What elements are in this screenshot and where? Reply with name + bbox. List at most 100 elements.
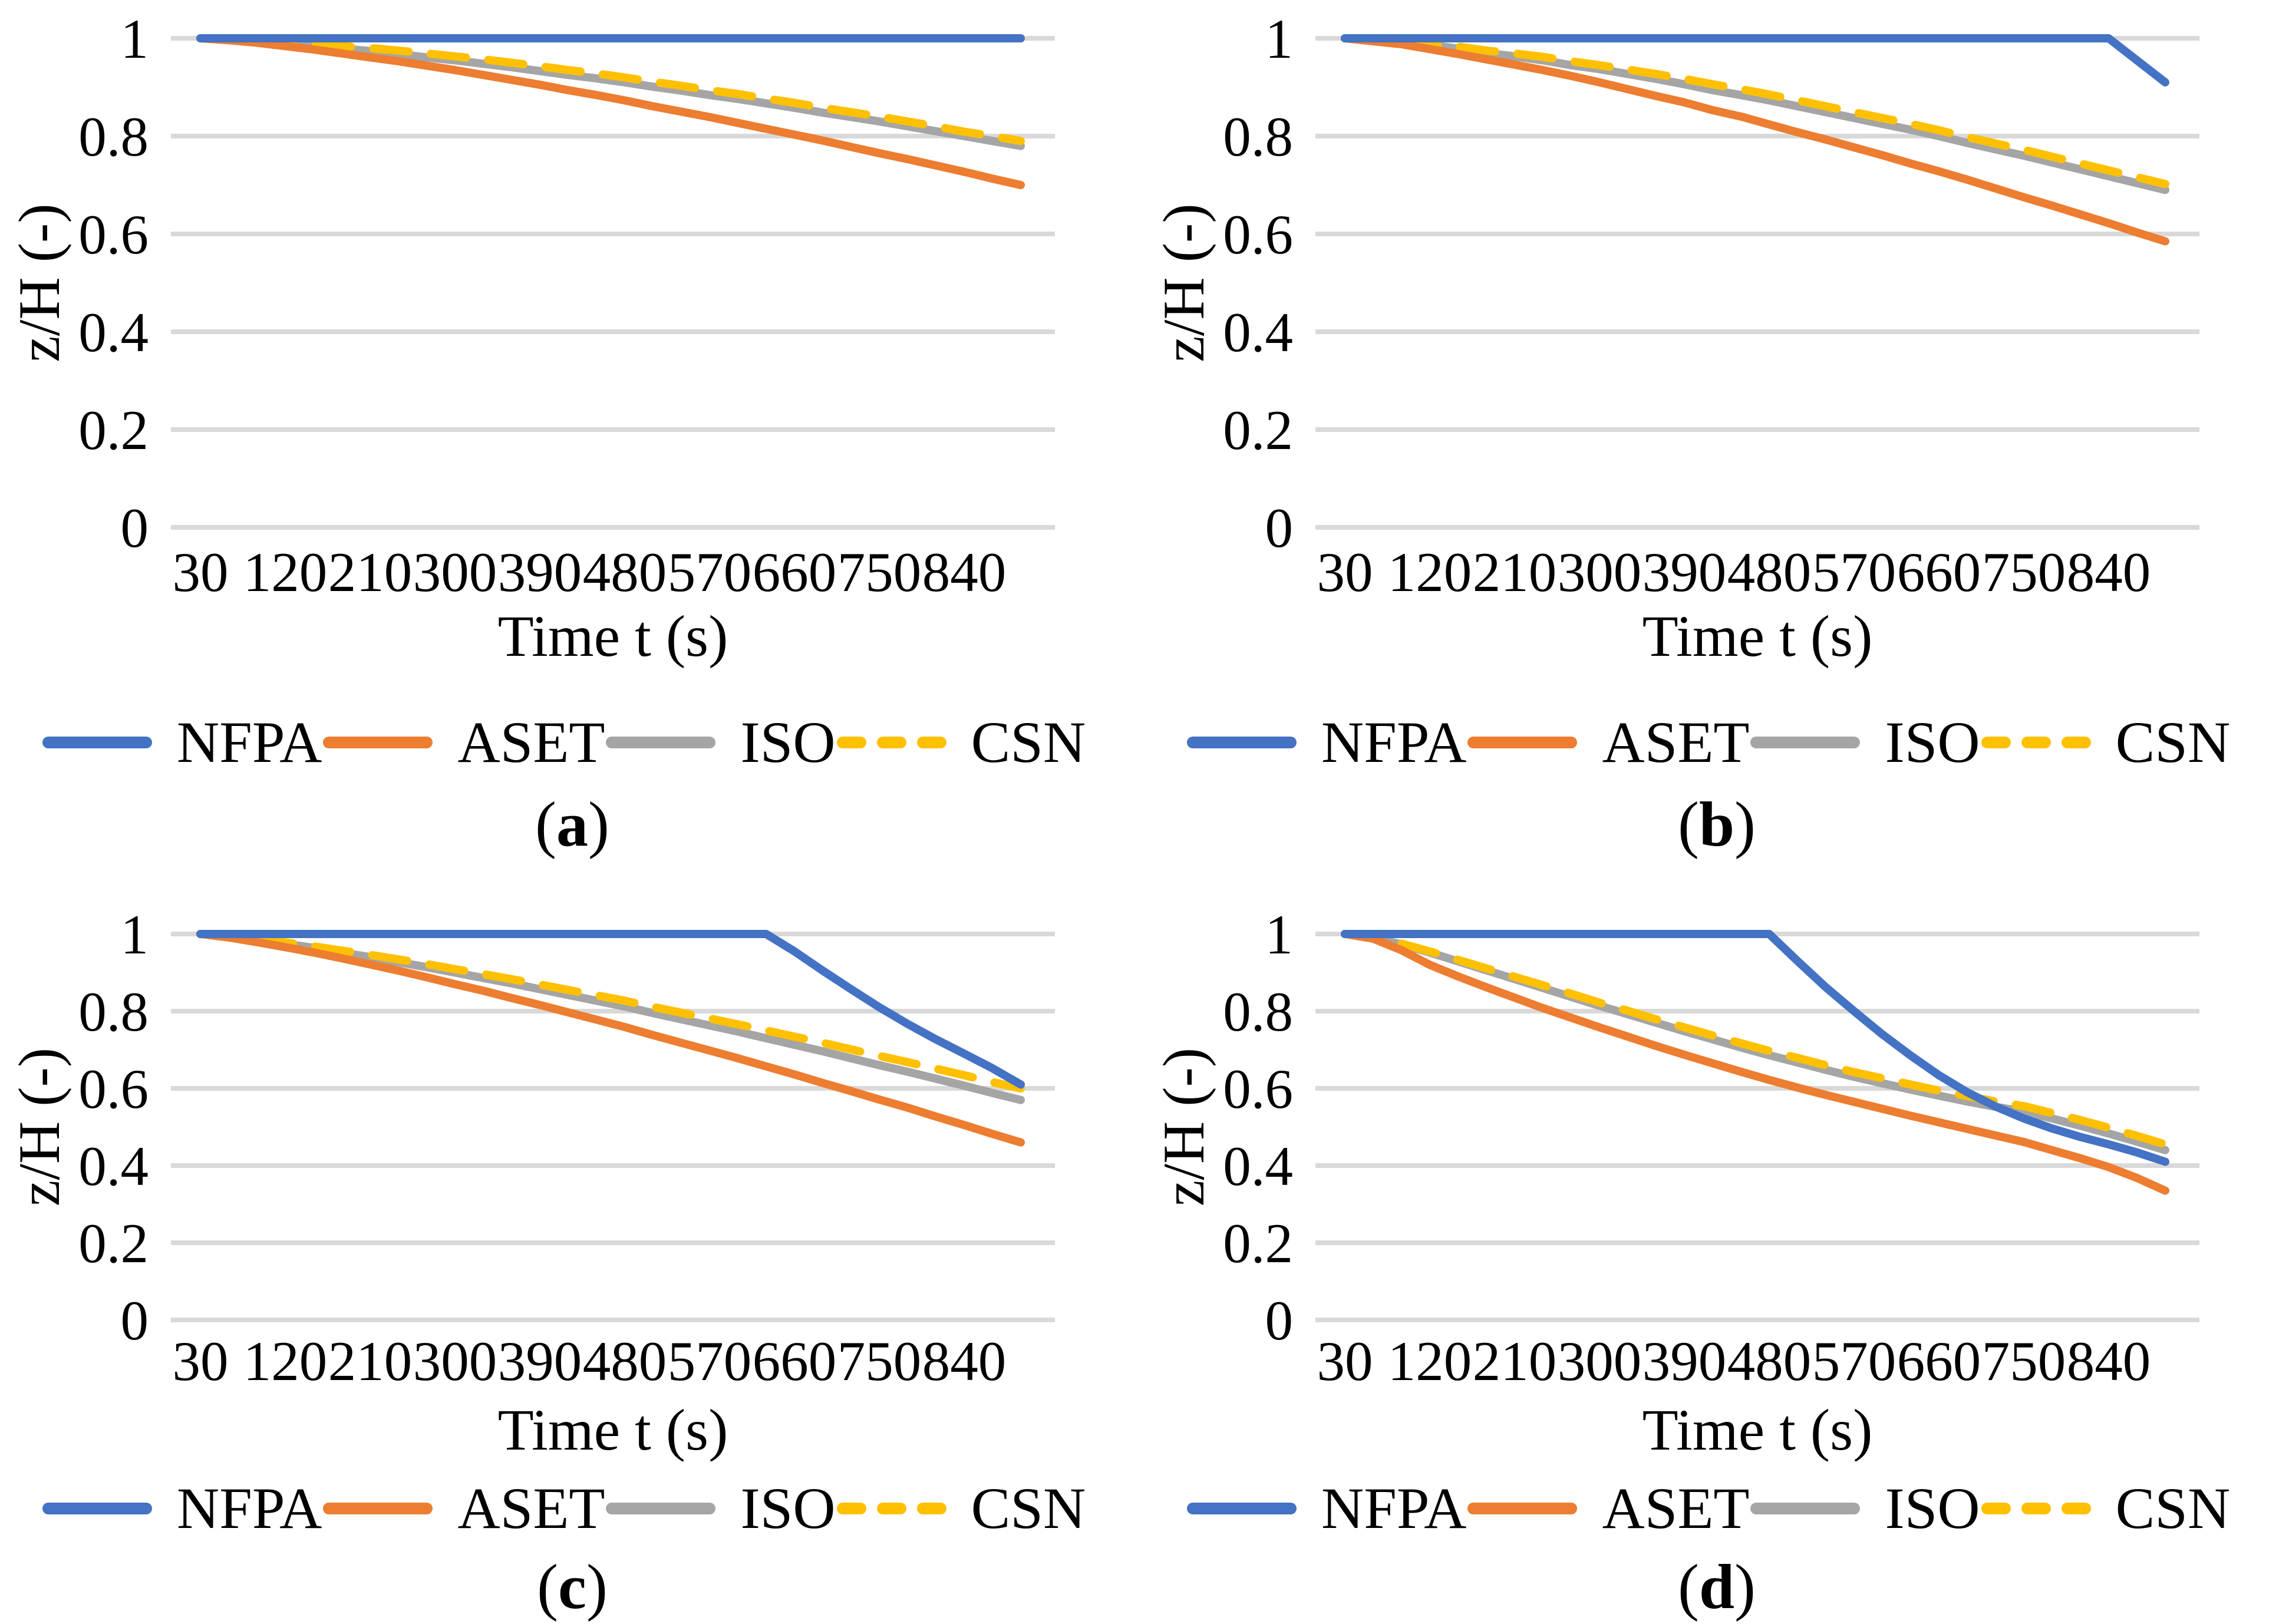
legend-item-csn: CSN [1980,713,2230,772]
caption-open-paren: ( [537,1552,559,1622]
x-tick-label: 750 [1982,541,2066,603]
legend-label-nfpa: NFPA [1321,709,1467,775]
series-line-nfpa [1341,930,2169,1166]
chart-b-svg: 1 0.8 0.6 0.4 0.2 0 30 120 210 300 390 480 570 660 750… [1151,8,2199,669]
x-tick-label: 660 [753,541,837,603]
caption-open-paren: ( [1677,790,1699,860]
x-tick-label: 210 [328,541,413,603]
chart-b-plot: 1 0.8 0.6 0.4 0.2 0 30 120 210 300 390 480 570 660 750… [1144,0,2289,678]
y-axis-title: z/H (-) [6,1048,72,1206]
chart-b-caption: (b) [1144,788,2289,861]
legend-label-csn: CSN [971,709,1086,775]
x-tick-label: 480 [583,541,667,603]
series-line-nfpa [196,930,1025,1089]
legend-label-iso: ISO [740,1476,836,1541]
x-tick-label: 750 [837,1330,922,1392]
caption-close-paren: ) [1734,1552,1756,1622]
x-tick-label: 300 [413,1330,497,1392]
legend-swatch-csn-icon [836,1503,946,1514]
x-tick-label: 210 [1473,541,1557,603]
legend-label-nfpa: NFPA [177,1476,322,1541]
series-line-csn [196,34,1025,146]
x-tick-label: 480 [1727,541,1812,603]
legend-item-aset: ASET [1466,1479,1749,1538]
x-tick-label: 120 [1388,541,1472,603]
legend-swatch-iso-icon [1750,737,1861,748]
y-tick-label: 0.6 [78,1058,149,1120]
x-tick-label: 750 [1982,1330,2066,1392]
x-tick-label: 480 [1727,1330,1812,1392]
chart-d-caption: (d) [1144,1551,2289,1624]
y-tick-label: 0.6 [78,203,149,266]
y-tick-label: 0.4 [78,301,149,364]
chart-d-svg: 1 0.8 0.6 0.4 0.2 0 30 120 210 300 390 480 570 660 750… [1151,903,2199,1461]
legend-swatch-csn-icon [1981,737,2091,748]
y-tick-label: 0.6 [1223,1058,1293,1120]
series-line-nfpa [1341,34,2169,87]
series-line-csn [1341,930,2169,1148]
legend-swatch-csn-icon [836,737,946,748]
y-tick-label: 1 [121,8,149,70]
series-line-aset [196,34,1025,189]
caption-letter: b [1698,790,1735,860]
x-tick-label: 480 [583,1330,667,1392]
caption-letter: c [558,1552,586,1622]
y-tick-label: 0.8 [1223,105,1293,168]
y-tick-label: 0.4 [1223,1135,1293,1197]
legend-label-nfpa: NFPA [1321,1476,1467,1541]
x-axis-title: Time t (s) [1642,1397,1873,1461]
y-tick-label: 1 [121,903,149,966]
caption-close-paren: ) [1734,790,1756,860]
legend-swatch-iso-icon [606,737,716,748]
y-axis-title: z/H (-) [1151,1048,1216,1206]
x-tick-label: 750 [837,541,922,603]
x-tick-label: 30 [173,541,229,603]
y-tick-label: 0.2 [78,399,149,461]
y-tick-label: 0.2 [1223,399,1293,461]
chart-c-block: 1 0.8 0.6 0.4 0.2 0 30 120 210 300 390 480 570 660 750… [0,902,1144,1624]
legend-item-iso: ISO [605,1476,836,1541]
chart-c-caption: (c) [0,1551,1144,1624]
x-tick-label: 840 [922,541,1007,603]
x-tick-label: 120 [243,1330,328,1392]
x-tick-label: 120 [1388,1330,1472,1392]
legend-label-aset: ASET [457,1476,605,1541]
chart-c-legend: NFPA ASET ISO CSN [41,1476,1086,1541]
legend-item-aset: ASET [322,1479,605,1538]
legend-swatch-nfpa-icon [42,1503,152,1514]
x-tick-label: 660 [1897,541,1981,603]
y-axis-title: z/H (-) [1151,203,1216,362]
x-tick-label: 300 [413,541,497,603]
legend-label-iso: ISO [1885,1476,1980,1541]
x-tick-label: 390 [1642,541,1727,603]
x-tick-label: 300 [1558,1330,1642,1392]
legend-swatch-nfpa-icon [1187,1503,1297,1514]
chart-d-block: 1 0.8 0.6 0.4 0.2 0 30 120 210 300 390 480 570 660 750… [1144,902,2289,1624]
y-tick-label: 1 [1265,8,1294,70]
y-tick-label: 0.8 [78,981,149,1043]
x-tick-label: 120 [243,541,328,603]
x-tick-label: 300 [1558,541,1642,603]
legend-item-nfpa: NFPA [41,1479,322,1538]
legend-label-aset: ASET [1602,1476,1750,1541]
legend-swatch-nfpa-icon [1187,737,1297,748]
x-tick-label: 390 [1642,1330,1727,1392]
y-tick-label: 0 [1265,497,1294,559]
caption-close-paren: ) [588,790,609,860]
legend-swatch-iso-icon [606,1503,716,1514]
legend-label-csn: CSN [971,1476,1086,1541]
x-tick-label: 30 [1317,541,1373,603]
legend-swatch-csn-icon [1981,1503,2091,1514]
legend-label-aset: ASET [1602,709,1750,775]
chart-d-legend: NFPA ASET ISO CSN [1186,1476,2230,1541]
x-axis-title: Time t (s) [498,603,728,669]
legend-item-nfpa: NFPA [41,713,322,772]
x-tick-label: 210 [328,1330,413,1392]
legend-label-nfpa: NFPA [177,709,322,775]
caption-letter: d [1698,1552,1735,1622]
x-tick-label: 390 [498,1330,582,1392]
legend-swatch-aset-icon [1467,737,1578,748]
chart-b-block: 1 0.8 0.6 0.4 0.2 0 30 120 210 300 390 480 570 660 750… [1144,0,2289,861]
x-tick-label: 660 [753,1330,837,1392]
